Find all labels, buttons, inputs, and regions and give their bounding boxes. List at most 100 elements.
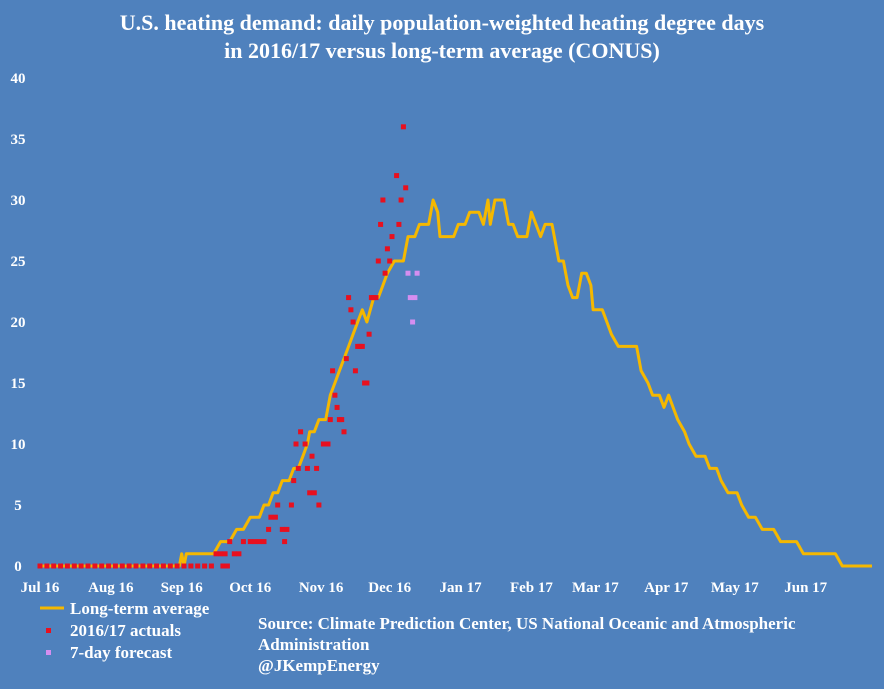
x-tick-label: Mar 17 xyxy=(572,580,619,596)
forecast-series xyxy=(405,270,420,325)
actual-point xyxy=(167,563,173,569)
legend-swatch-forecast xyxy=(46,650,51,655)
actual-point xyxy=(293,441,299,447)
actual-point xyxy=(343,356,349,362)
actual-point xyxy=(398,197,404,203)
source-note: Source: Climate Prediction Center, US Na… xyxy=(258,614,796,675)
x-tick-label: Nov 16 xyxy=(299,580,344,596)
actual-point xyxy=(106,563,112,569)
actual-point xyxy=(332,392,338,398)
actual-point xyxy=(92,563,98,569)
actual-point xyxy=(366,331,372,337)
actual-point xyxy=(227,539,233,545)
source-line-1: Source: Climate Prediction Center, US Na… xyxy=(258,614,796,633)
actual-point xyxy=(394,173,400,179)
actual-point xyxy=(275,502,281,508)
forecast-point xyxy=(414,270,420,276)
actual-point xyxy=(119,563,125,569)
actual-point xyxy=(266,526,272,532)
y-tick-label: 15 xyxy=(11,376,26,392)
actual-point xyxy=(291,478,297,484)
y-tick-label: 40 xyxy=(11,71,26,87)
actual-point xyxy=(352,368,358,374)
actual-point xyxy=(302,441,308,447)
y-tick-label: 30 xyxy=(11,193,26,209)
x-tick-label: Oct 16 xyxy=(229,580,272,596)
actual-point xyxy=(160,563,166,569)
forecast-point xyxy=(410,319,416,325)
actual-point xyxy=(295,465,301,471)
actual-point xyxy=(346,295,352,301)
actual-point xyxy=(314,465,320,471)
actual-point xyxy=(112,563,118,569)
actual-point xyxy=(400,124,406,130)
legend-swatch-actuals xyxy=(46,628,51,633)
legend: Long-term average 2016/17 actuals 7-day … xyxy=(40,599,210,662)
x-tick-label: Sep 16 xyxy=(161,580,204,596)
actual-point xyxy=(140,563,146,569)
long-term-average-series xyxy=(40,198,872,568)
y-tick-label: 20 xyxy=(11,315,26,331)
actual-point xyxy=(213,551,219,557)
actual-point xyxy=(316,502,322,508)
actual-point xyxy=(218,551,224,557)
y-tick-label: 25 xyxy=(11,254,26,270)
forecast-point xyxy=(407,295,413,301)
actual-point xyxy=(387,258,393,264)
actual-point xyxy=(174,563,180,569)
legend-label-long-term-average: Long-term average xyxy=(70,599,210,618)
actual-point xyxy=(37,563,43,569)
x-tick-label: Jan 17 xyxy=(440,580,483,596)
actual-point xyxy=(341,429,347,435)
actual-point xyxy=(208,563,214,569)
actual-point xyxy=(378,221,384,227)
actual-point xyxy=(147,563,153,569)
actual-point xyxy=(396,221,402,227)
actual-point xyxy=(339,417,345,423)
actual-point xyxy=(231,551,237,557)
actual-point xyxy=(359,343,365,349)
actual-point xyxy=(99,563,105,569)
actual-point xyxy=(78,563,84,569)
actual-point xyxy=(236,551,242,557)
y-tick-label: 35 xyxy=(11,132,26,148)
actual-point xyxy=(85,563,91,569)
actual-point xyxy=(330,368,336,374)
source-line-2: Administration xyxy=(258,635,370,654)
x-axis-tick-labels: Jul 16 Aug 16 Sep 16 Oct 16 Nov 16 Dec 16 Jan … xyxy=(21,580,828,596)
actual-point xyxy=(256,539,262,545)
actual-point xyxy=(403,185,409,191)
actual-point xyxy=(154,563,160,569)
actual-point xyxy=(375,258,381,264)
actual-point xyxy=(288,502,294,508)
actual-point xyxy=(252,539,258,545)
actuals-series xyxy=(37,124,409,569)
actual-point xyxy=(348,307,354,313)
actual-point xyxy=(382,270,388,276)
forecast-point xyxy=(405,270,411,276)
actual-point xyxy=(51,563,57,569)
y-tick-label: 10 xyxy=(11,437,26,453)
actual-point xyxy=(247,539,253,545)
actual-point xyxy=(311,490,317,496)
actual-point xyxy=(282,539,288,545)
y-axis-tick-labels: 0 5 10 15 20 25 30 35 40 xyxy=(11,71,26,575)
actual-point xyxy=(58,563,64,569)
actual-point xyxy=(220,563,226,569)
actual-point xyxy=(188,563,194,569)
actual-point xyxy=(325,441,331,447)
actual-point xyxy=(304,465,310,471)
actual-point xyxy=(181,563,187,569)
actual-point xyxy=(44,563,50,569)
legend-label-forecast: 7-day forecast xyxy=(70,643,172,662)
legend-label-actuals: 2016/17 actuals xyxy=(70,621,181,640)
forecast-point xyxy=(412,295,418,301)
x-tick-label: Jul 16 xyxy=(21,580,60,596)
actual-point xyxy=(279,526,285,532)
actual-point xyxy=(222,551,228,557)
actual-point xyxy=(350,319,356,325)
actual-point xyxy=(272,514,278,520)
actual-point xyxy=(327,417,333,423)
actual-point xyxy=(240,539,246,545)
